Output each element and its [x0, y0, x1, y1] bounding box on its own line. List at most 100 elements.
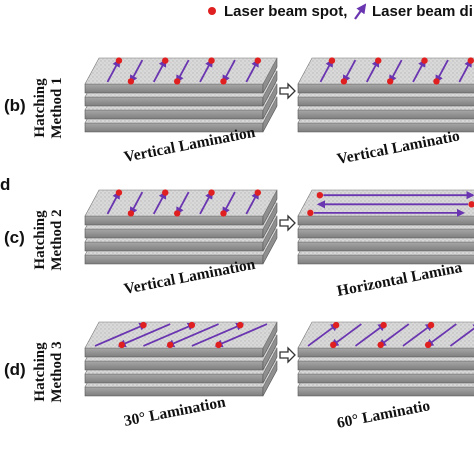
legend-spot-label: Laser beam spot, — [224, 3, 347, 20]
laser-spot — [375, 57, 382, 64]
laser-spot — [377, 341, 384, 349]
right-laminate-stack — [297, 321, 474, 397]
laser-spot — [427, 321, 435, 329]
laser-spot — [340, 78, 348, 85]
laser-spot — [166, 341, 174, 349]
scan-pattern-angle60 — [307, 321, 474, 349]
laser-spot — [307, 209, 314, 217]
method-line-2: Method 2 — [49, 209, 65, 270]
legend-direction-arrow-icon — [354, 3, 367, 20]
left-laminate-stack — [84, 189, 278, 265]
legend-spot-dot — [208, 7, 216, 15]
laser-direction-arrow — [191, 322, 245, 347]
laser-direction-arrow — [222, 191, 236, 216]
laser-spot — [330, 341, 337, 349]
laser-direction-arrow — [342, 59, 357, 84]
laser-spot — [127, 78, 135, 85]
laser-direction-arrow — [365, 58, 380, 83]
laser-spot — [140, 321, 147, 329]
laser-direction-arrow — [176, 191, 190, 216]
laser-direction-arrow — [458, 58, 472, 83]
laser-direction-arrow — [435, 59, 449, 84]
laser-direction-arrow — [129, 59, 144, 84]
laser-spot — [220, 78, 227, 85]
laser-direction-arrow — [117, 323, 171, 348]
laser-spot — [208, 189, 215, 196]
laser-direction-arrow — [106, 58, 121, 83]
right-laminate-stack — [297, 57, 474, 133]
hatching-panel: (d) Hatching Method 3 30° Lamination 60° Lam… — [4, 321, 474, 432]
laser-spot — [115, 57, 123, 64]
laser-spot — [208, 57, 215, 64]
laser-direction-arrow — [319, 58, 334, 83]
laser-direction-arrow — [307, 323, 339, 347]
transfer-arrow-icon — [279, 82, 296, 100]
lamination-layer — [297, 189, 474, 226]
panel-letter: (b) — [4, 96, 26, 115]
legend-direction-label: Laser beam di — [372, 3, 473, 20]
panel-letter: (c) — [4, 228, 25, 247]
laser-spot — [162, 57, 169, 64]
left-laminate-stack — [84, 321, 278, 397]
left-lamination-caption: 30° Lamination — [123, 393, 228, 429]
laser-spot — [332, 321, 340, 329]
method-line-2: Method 1 — [49, 77, 65, 138]
laser-spot — [162, 189, 169, 196]
laser-spot — [467, 57, 474, 64]
laser-spot — [127, 210, 135, 217]
right-lamination-caption: Vertical Laminatio — [336, 127, 462, 168]
laser-direction-arrow — [106, 190, 121, 215]
laser-spot — [421, 57, 428, 64]
scan-pattern-horizontal — [307, 191, 474, 217]
transfer-arrow-icon — [279, 214, 296, 232]
laser-spot — [328, 57, 336, 64]
method-label: Hatching Method 1 — [32, 77, 65, 138]
laser-direction-arrow — [176, 59, 190, 84]
laser-spot — [173, 78, 181, 85]
transfer-arrow-icon — [279, 346, 296, 364]
scan-pattern-vertical — [106, 189, 261, 217]
method-line-1: Hatching — [32, 342, 48, 402]
laser-direction-arrow — [129, 191, 144, 216]
laser-spot — [220, 210, 227, 217]
laser-direction-arrow — [214, 323, 268, 348]
laser-spot — [433, 78, 440, 85]
laser-direction-arrow — [425, 323, 457, 347]
laser-direction-arrow — [245, 58, 259, 83]
method-label: Hatching Method 2 — [32, 209, 65, 270]
laser-spot — [254, 57, 261, 64]
laser-spot — [468, 201, 474, 208]
right-lamination-caption: Horizontal Lamina — [336, 259, 464, 300]
laser-spot — [424, 341, 432, 349]
left-laminate-stack — [84, 57, 278, 133]
laser-direction-arrow — [199, 190, 213, 215]
panel-letter: (d) — [4, 360, 26, 379]
laser-spot — [188, 321, 196, 329]
scan-pattern-angle30 — [94, 321, 268, 349]
laser-direction-arrow — [377, 323, 410, 347]
lamination-layer — [297, 57, 474, 94]
laser-direction-arrow — [354, 323, 387, 347]
scan-pattern-vertical — [319, 57, 474, 85]
laser-direction-arrow — [152, 190, 167, 215]
method-line-1: Hatching — [32, 78, 48, 138]
right-laminate-stack — [297, 189, 474, 265]
laser-direction-arrow — [330, 323, 362, 347]
laser-direction-arrow — [166, 323, 219, 348]
laser-spot — [115, 189, 123, 196]
laser-spot — [215, 341, 222, 349]
right-lamination-caption: 60° Laminatio — [336, 397, 432, 432]
laser-spot — [173, 210, 181, 217]
legend: Laser beam spot, Laser beam di — [208, 3, 473, 20]
laser-direction-arrow — [245, 190, 259, 215]
lamination-layer — [84, 321, 278, 358]
laser-spot — [118, 341, 125, 349]
method-line-2: Method 3 — [49, 341, 65, 402]
laser-direction-arrow — [402, 323, 434, 347]
laser-direction-arrow — [412, 58, 426, 83]
laser-direction-arrow — [199, 58, 213, 83]
